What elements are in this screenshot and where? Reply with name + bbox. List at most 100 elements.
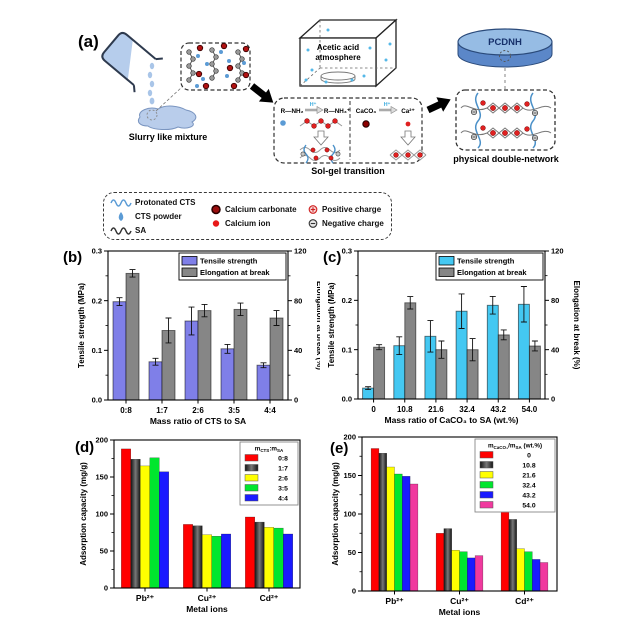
arrow-right-icon: [249, 83, 274, 103]
symbol-legend-box: Protonated CTS CTS powder SA Calcium car…: [103, 192, 392, 240]
svg-text:43.2: 43.2: [522, 493, 535, 500]
svg-text:Pb²⁺: Pb²⁺: [136, 593, 155, 603]
legend-item: Calcium ion: [210, 217, 307, 230]
reaction-left-product: R—NH₃⁺: [324, 108, 350, 115]
svg-text:80: 80: [551, 296, 559, 305]
bar: [254, 521, 265, 589]
svg-text:(d): (d): [75, 439, 94, 456]
svg-text:3:5: 3:5: [278, 486, 288, 493]
bar: [192, 525, 203, 589]
svg-text:Cu²⁺: Cu²⁺: [198, 593, 217, 603]
bar: [451, 549, 460, 592]
blue-droplet-icon: [118, 211, 124, 221]
bar: [373, 346, 386, 400]
legend-label: Calcium ion: [225, 218, 271, 228]
chart-c-tensile-vs-caco3-ratio: 0.0 0.1 0.2 0.3 0 40 80 120 Elongation at break …: [323, 247, 581, 425]
legend-label: SA: [135, 225, 147, 235]
sol-gel-box: R—NH₂ H⁺ R—NH₃⁺: [273, 97, 427, 164]
reaction-right-product: Ca²⁺: [401, 108, 414, 115]
svg-text:10.8: 10.8: [522, 463, 535, 470]
error-bar: [365, 386, 372, 391]
legend-label: CTS powder: [135, 211, 182, 221]
error-bar: [500, 329, 507, 341]
svg-text:50: 50: [348, 548, 356, 557]
bar: [125, 272, 140, 401]
callout-line: [155, 86, 183, 112]
bar: [220, 348, 235, 401]
error-bar: [201, 303, 208, 318]
error-bar: [489, 295, 496, 315]
petri-dish-icon: [320, 71, 356, 84]
acetic-label-1: Acetic acid: [317, 43, 359, 52]
bar: [467, 557, 476, 592]
dark-red-circle-icon: [211, 204, 221, 214]
svg-text:Adsorption capacity (mg/g): Adsorption capacity (mg/g): [79, 462, 88, 566]
cts-powder-dots: [195, 50, 246, 88]
bar: [202, 534, 213, 589]
svg-text:0: 0: [371, 405, 376, 414]
svg-text:Mass ratio of CTS to SA: Mass ratio of CTS to SA: [150, 416, 246, 426]
magnify-circle: [499, 50, 511, 62]
legend-col-3: Positive charge Negative charge: [307, 196, 391, 237]
chart-b-tensile-vs-cts-ratio: 0.0 0.1 0.2 0.3 0 40 80 120 Elongation at break …: [63, 247, 320, 426]
reaction-right-condition: H⁺: [384, 101, 391, 108]
svg-text:Tensile strength: Tensile strength: [457, 257, 515, 266]
svg-text:200: 200: [95, 436, 108, 445]
error-bar: [129, 269, 136, 278]
blue-wave-icon: [110, 199, 132, 207]
error-bar: [237, 302, 244, 317]
red-dot-icon: [212, 219, 220, 227]
svg-text:(b): (b): [63, 249, 82, 266]
positive-charge-icon: [308, 204, 318, 214]
svg-text:100: 100: [343, 510, 356, 519]
error-bar: [165, 317, 172, 344]
sol-gel-label: Sol-gel transition: [311, 166, 385, 176]
acetic-acid-box: Acetic acid atmosphere: [298, 18, 398, 88]
svg-text:mCTS:mSA: mCTS:mSA: [255, 446, 284, 454]
bar: [402, 476, 411, 592]
calcium-ion-dot: [405, 121, 411, 127]
svg-text:(c): (c): [323, 249, 341, 266]
beaker-icon: [101, 31, 163, 93]
bar: [508, 519, 517, 592]
legend-item: Protonated CTS: [110, 196, 210, 209]
legend-col-2: Calcium carbonate Calcium ion: [210, 196, 307, 237]
svg-text:Pb²⁺: Pb²⁺: [385, 596, 404, 606]
pcdnh-disk: PCDNH: [457, 28, 553, 89]
error-bar: [520, 286, 527, 323]
svg-text:100: 100: [95, 510, 108, 519]
svg-text:Tensile strength (MPa): Tensile strength (MPa): [327, 282, 336, 368]
error-bar: [396, 336, 403, 356]
svg-text:0: 0: [527, 453, 531, 460]
error-bar: [376, 344, 383, 351]
svg-text:80: 80: [294, 296, 302, 305]
arrow-right-icon: [426, 97, 451, 114]
bar: [197, 310, 212, 401]
cts-powder-dot: [280, 120, 286, 126]
reaction-right-reactant: CaCO₃: [356, 108, 376, 115]
svg-text:54.0: 54.0: [522, 405, 538, 414]
svg-text:(e): (e): [330, 440, 348, 457]
acetic-label-2: atmosphere: [315, 53, 361, 62]
svg-text:0:8: 0:8: [278, 456, 288, 463]
legend-label: Positive charge: [322, 204, 382, 214]
bar: [524, 551, 533, 592]
bar: [486, 304, 499, 400]
svg-text:10.8: 10.8: [397, 405, 413, 414]
error-bar: [188, 306, 195, 336]
bar: [159, 471, 170, 589]
svg-text:32.4: 32.4: [522, 483, 535, 490]
error-bar: [273, 310, 280, 326]
pcdnh-label: PCDNH: [488, 37, 522, 48]
bar: [221, 533, 232, 589]
svg-text:0:8: 0:8: [120, 406, 132, 415]
svg-text:21.6: 21.6: [522, 473, 535, 480]
bar: [148, 361, 163, 401]
bar: [149, 457, 160, 589]
vapor-dots: [304, 28, 392, 84]
svg-text:0: 0: [551, 395, 555, 404]
svg-text:120: 120: [551, 247, 564, 256]
legend-item: SA: [110, 224, 210, 237]
svg-text:Cd²⁺: Cd²⁺: [260, 593, 279, 603]
error-bar: [427, 320, 434, 353]
